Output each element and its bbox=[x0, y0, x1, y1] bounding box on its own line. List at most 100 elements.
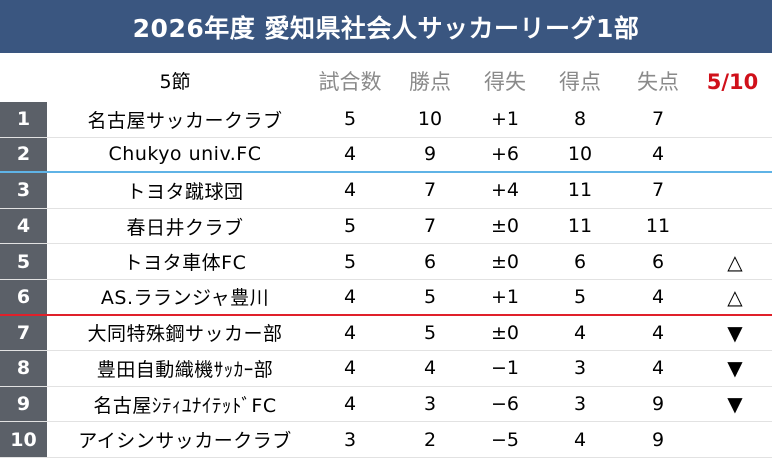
team-name: 名古屋ｼﾃｨﾕﾅｲﾃｯﾄﾞFC bbox=[93, 394, 277, 417]
goal-diff-cell: +1 bbox=[490, 108, 519, 131]
goal-diff-cell: +1 bbox=[490, 285, 519, 308]
table-row: 10 アイシンサッカークラブ 3 2 −5 4 9 bbox=[0, 422, 772, 458]
goals-against-cell: 7 bbox=[651, 179, 665, 202]
table-row: 9 名古屋ｼﾃｨﾕﾅｲﾃｯﾄﾞFC 4 3 −6 3 9 ▼ bbox=[0, 386, 772, 423]
standings-table: 1 名古屋サッカークラブ 5 10 +1 8 7 2 Chukyo univ.FC 4 9 +6 10 4… bbox=[0, 102, 772, 458]
rank-badge: 2 bbox=[0, 137, 47, 172]
goals-for-cell: 4 bbox=[573, 428, 587, 451]
trend-mark bbox=[700, 173, 770, 208]
played-cell: 4 bbox=[343, 393, 357, 416]
goals-against-cell: 4 bbox=[651, 357, 665, 380]
table-row: 6 AS.ラランジャ豊川 4 5 +1 5 4 △ bbox=[0, 279, 772, 316]
goal-diff-cell: −6 bbox=[490, 393, 519, 416]
rank-badge: 10 bbox=[0, 422, 47, 457]
col-played: 試合数 bbox=[318, 70, 382, 94]
trend-mark: ▼ bbox=[727, 392, 743, 417]
played-cell: 3 bbox=[343, 428, 357, 451]
trend-mark: ▼ bbox=[727, 320, 743, 345]
played-cell: 4 bbox=[343, 357, 357, 380]
rank-badge: 4 bbox=[0, 208, 47, 244]
goals-against-cell: 9 bbox=[651, 428, 665, 451]
played-cell: 4 bbox=[343, 285, 357, 308]
goals-for-cell: 11 bbox=[567, 179, 593, 202]
rank-badge: 9 bbox=[0, 386, 47, 422]
trend-mark bbox=[700, 422, 770, 457]
trend-mark: △ bbox=[727, 249, 743, 274]
trend-mark bbox=[700, 209, 770, 244]
team-name: 大同特殊鋼サッカー部 bbox=[87, 323, 283, 346]
goals-against-cell: 4 bbox=[651, 285, 665, 308]
goals-for-cell: 6 bbox=[573, 250, 587, 273]
points-cell: 9 bbox=[423, 143, 437, 166]
team-name: AS.ラランジャ豊川 bbox=[100, 287, 270, 310]
team-name: Chukyo univ.FC bbox=[108, 143, 262, 166]
points-cell: 5 bbox=[423, 321, 437, 344]
trend-mark bbox=[700, 102, 770, 137]
round-label: 5節 bbox=[159, 71, 191, 93]
rank-badge: 8 bbox=[0, 351, 47, 386]
goals-against-cell: 6 bbox=[651, 250, 665, 273]
points-cell: 4 bbox=[423, 357, 437, 380]
rank-badge: 1 bbox=[0, 102, 47, 137]
trend-mark: ▼ bbox=[727, 356, 743, 381]
trend-mark bbox=[700, 138, 770, 172]
table-header: 5節 試合数 勝点 得失 得点 失点 5/10 bbox=[0, 62, 772, 102]
goals-for-cell: 8 bbox=[573, 108, 587, 131]
col-goals-against: 失点 bbox=[637, 70, 679, 94]
points-cell: 10 bbox=[417, 108, 443, 131]
goals-against-cell: 4 bbox=[651, 143, 665, 166]
update-date: 5/10 bbox=[706, 70, 759, 94]
table-row: 4 春日井クラブ 5 7 ±0 11 11 bbox=[0, 208, 772, 245]
goal-diff-cell: −1 bbox=[490, 357, 519, 380]
table-row: 2 Chukyo univ.FC 4 9 +6 10 4 bbox=[0, 137, 772, 174]
goals-for-cell: 3 bbox=[573, 393, 587, 416]
col-points: 勝点 bbox=[409, 70, 451, 94]
goals-against-cell: 9 bbox=[651, 393, 665, 416]
goal-diff-cell: ±0 bbox=[490, 321, 519, 344]
team-name: トヨタ蹴球団 bbox=[126, 180, 244, 203]
points-cell: 2 bbox=[423, 428, 437, 451]
goal-diff-cell: ±0 bbox=[490, 215, 519, 238]
points-cell: 7 bbox=[423, 179, 437, 202]
goal-diff-cell: +4 bbox=[490, 179, 519, 202]
played-cell: 4 bbox=[343, 321, 357, 344]
table-row: 5 トヨタ車体FC 5 6 ±0 6 6 △ bbox=[0, 244, 772, 280]
goal-diff-cell: ±0 bbox=[490, 250, 519, 273]
rank-badge: 3 bbox=[0, 173, 47, 208]
points-cell: 7 bbox=[423, 215, 437, 238]
goals-against-cell: 11 bbox=[645, 215, 671, 238]
goals-for-cell: 3 bbox=[573, 357, 587, 380]
played-cell: 4 bbox=[343, 143, 357, 166]
team-name: アイシンサッカークラブ bbox=[78, 430, 292, 453]
team-name: 春日井クラブ bbox=[126, 216, 244, 239]
played-cell: 5 bbox=[343, 108, 357, 131]
trend-mark: △ bbox=[727, 284, 743, 309]
col-goal-diff: 得失 bbox=[484, 70, 526, 94]
goals-against-cell: 7 bbox=[651, 108, 665, 131]
goals-for-cell: 4 bbox=[573, 321, 587, 344]
table-row: 7 大同特殊鋼サッカー部 4 5 ±0 4 4 ▼ bbox=[0, 315, 772, 352]
team-name: トヨタ車体FC bbox=[123, 252, 247, 275]
league-title: 2026年度 愛知県社会人サッカーリーグ1部 bbox=[0, 0, 772, 53]
table-row: 8 豊田自動織機ｻｯｶｰ部 4 4 −1 3 4 ▼ bbox=[0, 351, 772, 387]
rank-badge: 6 bbox=[0, 279, 47, 314]
goal-diff-cell: +6 bbox=[490, 143, 519, 166]
played-cell: 4 bbox=[343, 179, 357, 202]
team-name: 豊田自動織機ｻｯｶｰ部 bbox=[96, 358, 274, 381]
table-row: 3 トヨタ蹴球団 4 7 +4 11 7 bbox=[0, 173, 772, 209]
goal-diff-cell: −5 bbox=[490, 428, 519, 451]
team-name: 名古屋サッカークラブ bbox=[87, 109, 283, 132]
rank-badge: 5 bbox=[0, 244, 47, 279]
points-cell: 3 bbox=[423, 393, 437, 416]
goals-for-cell: 10 bbox=[567, 143, 593, 166]
goals-for-cell: 11 bbox=[567, 215, 593, 238]
goals-for-cell: 5 bbox=[573, 285, 587, 308]
col-goals-for: 得点 bbox=[559, 70, 601, 94]
goals-against-cell: 4 bbox=[651, 321, 665, 344]
points-cell: 6 bbox=[423, 250, 437, 273]
table-row: 1 名古屋サッカークラブ 5 10 +1 8 7 bbox=[0, 102, 772, 138]
played-cell: 5 bbox=[343, 250, 357, 273]
rank-badge: 7 bbox=[0, 315, 47, 351]
points-cell: 5 bbox=[423, 285, 437, 308]
played-cell: 5 bbox=[343, 215, 357, 238]
